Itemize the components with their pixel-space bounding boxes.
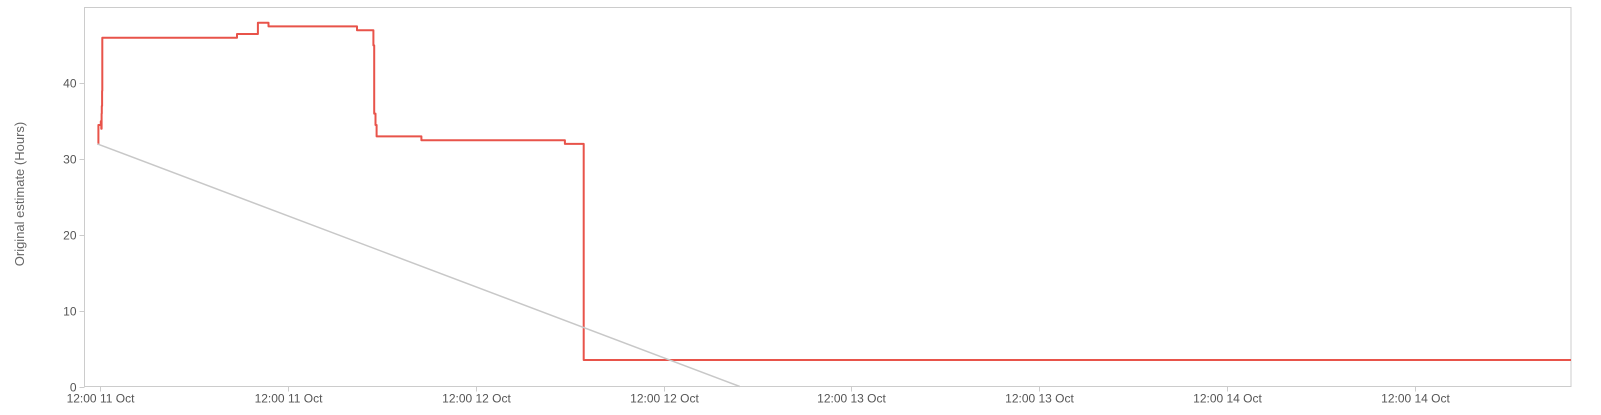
guideline-line — [97, 143, 741, 388]
y-tick-label: 40 — [63, 77, 77, 91]
x-tick-label: 12:00 12 Oct — [442, 392, 511, 406]
y-tick-label: 30 — [63, 153, 77, 167]
y-tick-label: 0 — [70, 381, 77, 395]
x-tick-label: 12:00 12 Oct — [630, 392, 699, 406]
x-tick-label: 12:00 14 Oct — [1193, 392, 1262, 406]
y-tick-label: 10 — [63, 305, 77, 319]
x-tick-label: 12:00 11 Oct — [67, 392, 135, 406]
y-axis-label: Original estimate (Hours) — [12, 122, 27, 267]
y-tick-label: 20 — [63, 229, 77, 243]
plot-frame — [84, 7, 1572, 387]
plot-area: 0 10 20 30 40 12:00 11 Oct 12:00 11 Oct 12:00 1… — [63, 7, 1572, 406]
x-tick-label: 12:00 13 Oct — [1005, 392, 1074, 406]
x-tick-label: 12:00 11 Oct — [255, 392, 323, 406]
remaining-estimate-line — [97, 21, 1571, 361]
x-tick-label: 12:00 13 Oct — [817, 392, 886, 406]
x-tick-label: 12:00 14 Oct — [1381, 392, 1450, 406]
